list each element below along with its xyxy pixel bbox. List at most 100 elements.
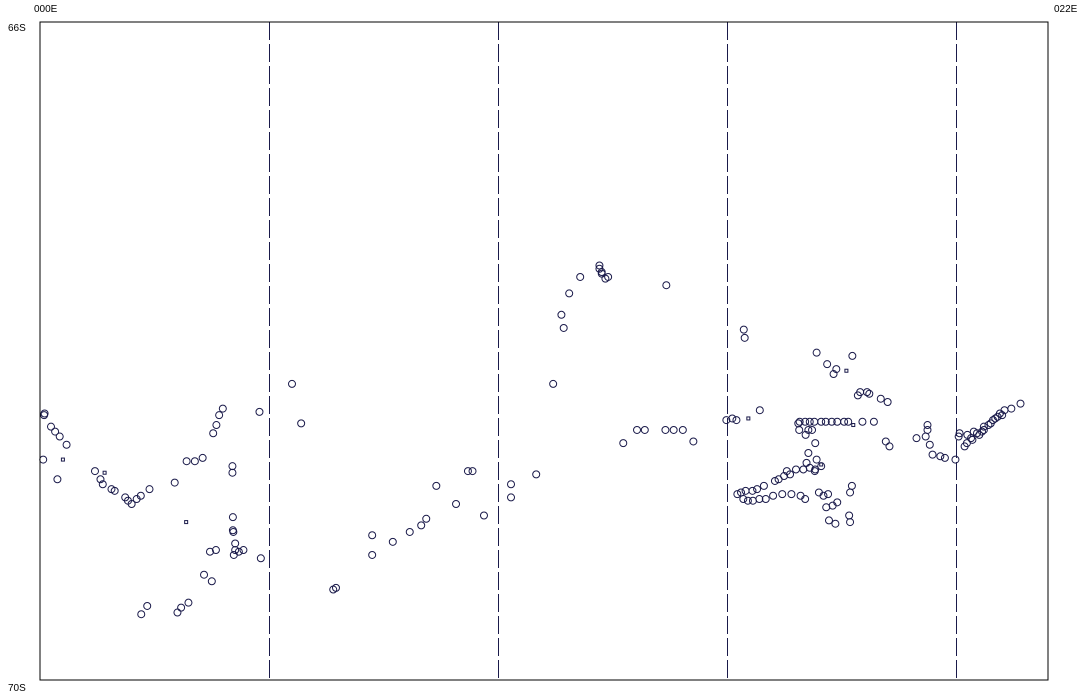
data-point — [145, 485, 154, 494]
data-point — [1007, 404, 1016, 413]
data-point — [770, 476, 779, 485]
data-point — [885, 442, 894, 451]
data-point — [928, 450, 937, 459]
data-point — [739, 495, 748, 504]
data-point — [740, 333, 749, 342]
data-point — [801, 495, 810, 504]
data-point — [60, 457, 65, 462]
lat-max-label: 66S — [8, 23, 26, 34]
data-point — [795, 417, 804, 426]
data-point — [824, 490, 833, 499]
data-point — [761, 495, 770, 504]
data-point — [833, 498, 842, 507]
data-point — [207, 577, 216, 586]
data-point — [844, 368, 849, 373]
gridline-group — [269, 22, 957, 680]
data-point — [978, 427, 987, 436]
data-point — [143, 601, 152, 610]
data-point — [851, 423, 856, 428]
data-point — [817, 417, 826, 426]
data-point — [993, 412, 1002, 421]
data-point — [532, 470, 541, 479]
data-point — [925, 440, 934, 449]
data-point — [936, 452, 945, 461]
data-point — [968, 435, 977, 444]
data-point — [62, 440, 71, 449]
lon-max-label: 022E — [1054, 4, 1078, 15]
data-point — [212, 421, 221, 430]
data-point — [883, 397, 892, 406]
data-point — [979, 425, 988, 434]
data-point — [991, 414, 1000, 423]
data-point — [256, 554, 265, 563]
data-point — [821, 417, 830, 426]
data-point — [831, 519, 840, 528]
data-point — [847, 481, 856, 490]
data-point — [804, 425, 813, 434]
data-point — [368, 550, 377, 559]
data-point — [200, 570, 209, 579]
data-point — [741, 486, 750, 495]
data-point — [46, 422, 55, 431]
data-point — [984, 421, 993, 430]
data-point — [822, 503, 831, 512]
map-frame — [39, 21, 1049, 681]
data-point — [824, 516, 833, 525]
data-point — [110, 486, 119, 495]
data-point — [858, 417, 867, 426]
data-point — [405, 527, 414, 536]
data-point — [812, 348, 821, 357]
data-point — [832, 365, 841, 374]
data-point — [182, 457, 191, 466]
data-point — [804, 448, 813, 457]
data-point — [810, 467, 819, 476]
data-point — [288, 379, 296, 388]
data-point — [239, 546, 248, 555]
data-point — [640, 425, 649, 434]
data-point — [737, 488, 746, 497]
data-point — [746, 416, 751, 421]
data-point — [184, 598, 193, 607]
data-point — [755, 406, 764, 415]
data-point — [819, 491, 828, 500]
data-point — [549, 379, 558, 388]
data-point — [689, 437, 698, 446]
data-point — [198, 453, 207, 462]
data-point — [137, 610, 146, 619]
data-point — [557, 310, 566, 319]
data-point — [228, 462, 237, 471]
data-point — [812, 455, 821, 464]
data-point — [728, 414, 737, 423]
data-point — [417, 521, 426, 530]
data-point — [801, 430, 810, 439]
data-point — [792, 465, 800, 474]
data-point — [863, 388, 872, 397]
data-point — [255, 407, 264, 416]
data-point — [759, 481, 768, 490]
lon-min-label: 000E — [34, 4, 58, 15]
data-point — [331, 583, 340, 592]
data-point — [786, 470, 795, 479]
data-point — [39, 455, 48, 464]
data-point — [876, 394, 885, 403]
data-point — [979, 422, 988, 431]
data-point — [819, 462, 824, 467]
data-point — [829, 370, 838, 379]
data-point — [229, 527, 238, 536]
marker-group — [39, 261, 1025, 619]
data-point — [923, 425, 932, 434]
data-point — [228, 513, 237, 522]
data-point — [215, 411, 224, 420]
data-point — [90, 467, 99, 476]
data-point — [799, 465, 808, 474]
data-point — [753, 485, 762, 494]
data-point — [846, 518, 855, 527]
data-point — [787, 490, 796, 499]
data-point — [576, 272, 585, 281]
data-point — [940, 453, 949, 462]
data-point — [211, 546, 220, 555]
data-point — [881, 437, 890, 446]
data-point — [102, 470, 107, 475]
data-point — [234, 547, 243, 556]
